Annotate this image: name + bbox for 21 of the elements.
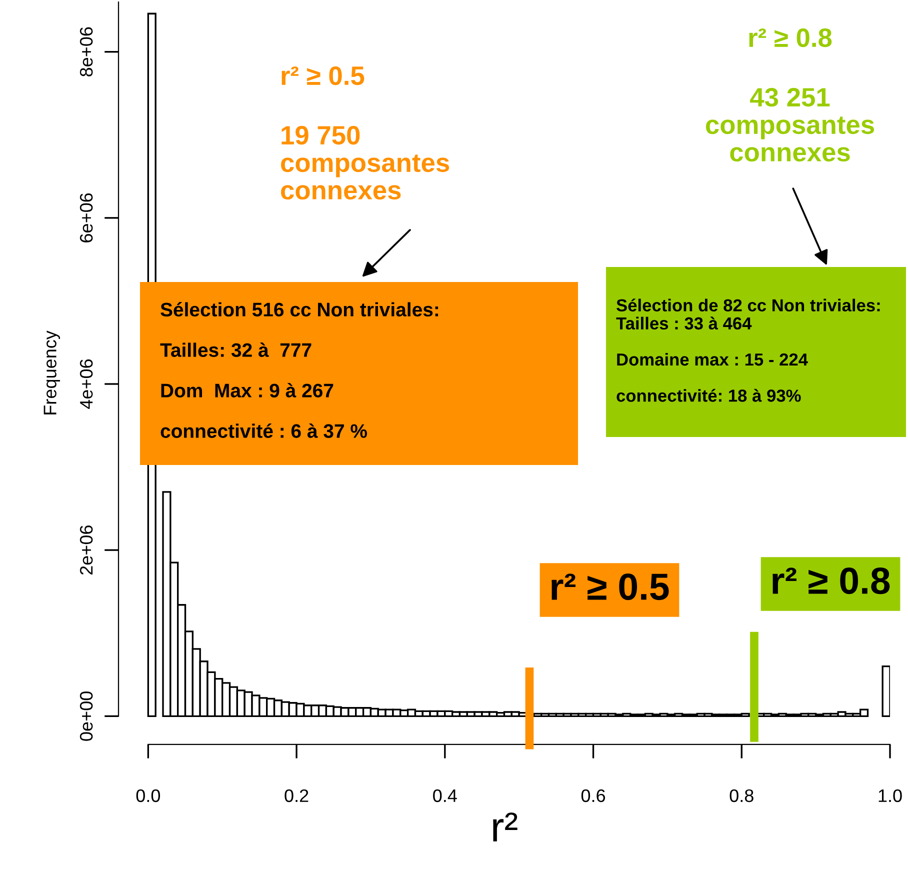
x-tick-label: 1.0	[878, 789, 902, 802]
y-tick-label: 6e+06	[80, 193, 93, 242]
ref-line-label: r² ≥ 0.5	[552, 574, 669, 600]
x-tick-label: 0.8	[730, 789, 754, 802]
x-tick-label: 0.6	[581, 789, 606, 802]
annotation: 43 251 composantes connexes	[706, 88, 874, 162]
x-tick-label: 0.4	[433, 789, 457, 802]
x-tick-label: 0.2	[284, 789, 308, 802]
y-axis-title: Frequency	[44, 330, 60, 414]
x-tick-label: 0.0	[136, 789, 160, 802]
y-tick-label: 8e+06	[80, 27, 93, 76]
y-tick-label: 4e+06	[80, 359, 93, 409]
text: Sélection de 82 cc Non triviales: Tailles : 33 à 464 Domaine max : 15 - 224 connectivité: 18 à 93%	[616, 298, 880, 402]
text: Sélection 516 cc Non triviales: Tailles: 32 à 777 Dom Max : 9 à 267 connectivité : 6 à 37 %	[160, 302, 438, 438]
y-tick-label: 0e+00	[80, 692, 93, 741]
y-tick-label: 2e+06	[80, 526, 93, 575]
annotation: r² ≥ 0.5	[282, 66, 364, 86]
annotation: r² ≥ 0.8	[749, 28, 832, 48]
annotation: 19 750 composantes connexes	[281, 126, 450, 200]
x-axis-title: r²	[493, 812, 518, 842]
ref-line-label: r² ≥ 0.8	[772, 568, 890, 594]
